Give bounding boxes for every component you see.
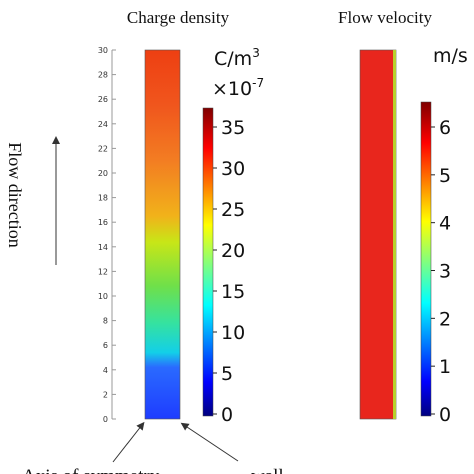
charge-axis-tick-label: 24 [98, 120, 108, 129]
wall-label: wall [251, 466, 284, 474]
velocity-colorbar [420, 101, 432, 417]
wall-arrow [180, 422, 239, 462]
charge-axis-tick-label: 20 [98, 169, 108, 178]
charge-axis-tick-label: 28 [98, 71, 108, 80]
charge-colorbar-tick-label: 30 [221, 158, 245, 180]
velocity-colorbar-ticks: 0 1 2 3 4 5 6 [431, 117, 451, 426]
charge-density-column [144, 49, 181, 420]
velocity-colorbar-tick-label: 2 [439, 308, 451, 330]
charge-axis-tick-label: 26 [98, 95, 108, 104]
charge-colorbar-tick-label: 5 [221, 363, 233, 385]
charge-colorbar-tick-label: 0 [221, 404, 233, 426]
velocity-colorbar-tick-label: 4 [439, 213, 451, 235]
charge-colorbar-tick-label: 15 [221, 281, 245, 303]
axis-of-symmetry-label: Axis of symmetry [22, 466, 160, 474]
velocity-colorbar-tick-label: 1 [439, 356, 451, 378]
flow-velocity-column [359, 49, 397, 420]
flow-velocity-title: Flow velocity [338, 8, 432, 27]
charge-axis-tick-label: 2 [103, 390, 108, 399]
axis-of-symmetry-arrow [112, 421, 145, 463]
flow-velocity-wall-layer [393, 50, 396, 419]
charge-density-title: Charge density [127, 8, 230, 27]
charge-axis-tick-label: 30 [98, 46, 108, 55]
charge-axis-tick-label: 14 [98, 243, 108, 252]
charge-axis-tick-label: 12 [98, 267, 108, 276]
charge-axis-tick-label: 0 [103, 415, 108, 424]
velocity-colorbar-tick-label: 6 [439, 117, 451, 139]
velocity-colorbar-tick-label: 0 [439, 404, 451, 426]
charge-axis-tick-label: 10 [98, 292, 108, 301]
charge-axis-tick-label: 22 [98, 144, 108, 153]
charge-axis-tick-label: 6 [103, 341, 108, 350]
velocity-colorbar-tick-label: 5 [439, 165, 451, 187]
charge-colorbar-ticks: 0 5 10 15 20 25 30 35 [213, 117, 245, 426]
velocity-unit: m/s [433, 45, 468, 67]
charge-axis-tick-label: 16 [98, 218, 108, 227]
charge-colorbar [202, 107, 214, 417]
charge-unit: C/m3 [214, 46, 260, 70]
charge-axis-tick-label: 4 [103, 366, 108, 375]
charge-axis-tick-label: 8 [103, 317, 108, 326]
charge-axis-tick-label: 18 [98, 194, 108, 203]
charge-colorbar-tick-label: 35 [221, 117, 245, 139]
flow-direction-label: Flow direction [5, 142, 25, 248]
charge-colorbar-tick-label: 10 [221, 322, 245, 344]
charge-colorbar-tick-label: 20 [221, 240, 245, 262]
velocity-colorbar-tick-label: 3 [439, 261, 451, 283]
charge-colorbar-tick-label: 25 [221, 199, 245, 221]
charge-unit-scale: ×10-7 [212, 76, 264, 100]
